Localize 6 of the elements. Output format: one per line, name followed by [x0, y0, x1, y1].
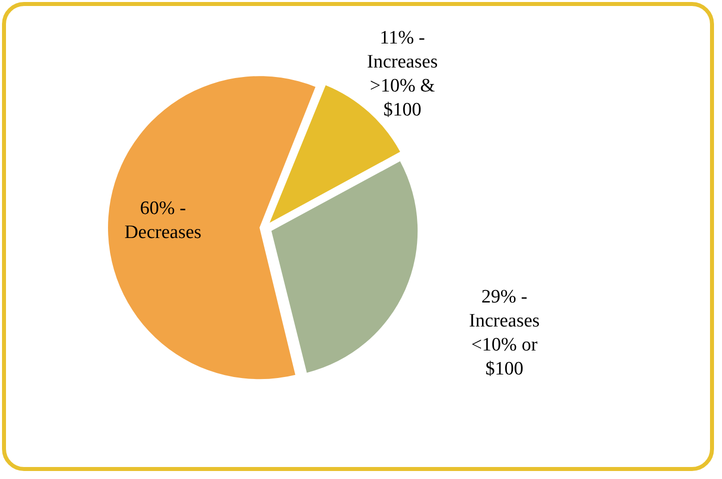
data-label: 60% - — [140, 198, 186, 219]
slice-label: Decreases — [124, 222, 202, 243]
data-label: 29% - — [481, 286, 528, 308]
data-label: 11% - — [380, 27, 425, 48]
slice-label: Increases <10% or $100 — [469, 310, 540, 380]
slice-label: Increases >10% & $100 — [367, 51, 438, 120]
